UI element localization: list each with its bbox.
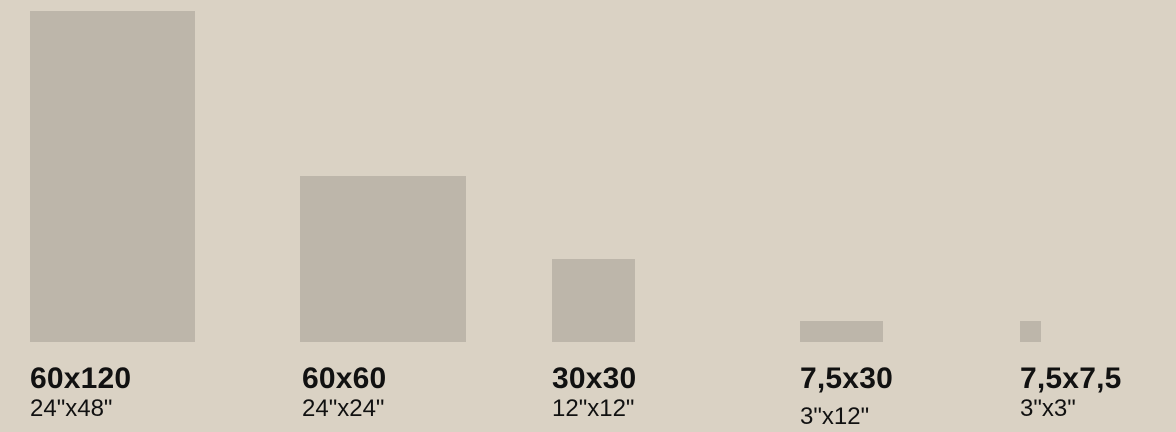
imperial-size-label: 3"x12" — [800, 403, 870, 430]
tile-swatch-60x60 — [300, 176, 466, 342]
metric-size-label: 30x30 — [552, 362, 637, 395]
metric-size-label: 7,5x7,5 — [1020, 362, 1122, 395]
tile-swatch-60x120 — [30, 11, 195, 342]
tile-swatch-7-5x30 — [800, 321, 883, 342]
imperial-size-label: 24"x48" — [30, 395, 113, 422]
tile-swatch-30x30 — [552, 259, 635, 342]
imperial-size-label: 3"x3" — [1020, 395, 1076, 422]
metric-size-label: 60x120 — [30, 362, 132, 395]
metric-size-label: 60x60 — [302, 362, 387, 395]
imperial-size-label: 12"x12" — [552, 395, 635, 422]
tile-swatch-7-5x7-5 — [1020, 321, 1041, 342]
metric-size-label: 7,5x30 — [800, 362, 893, 395]
imperial-size-label: 24"x24" — [302, 395, 385, 422]
